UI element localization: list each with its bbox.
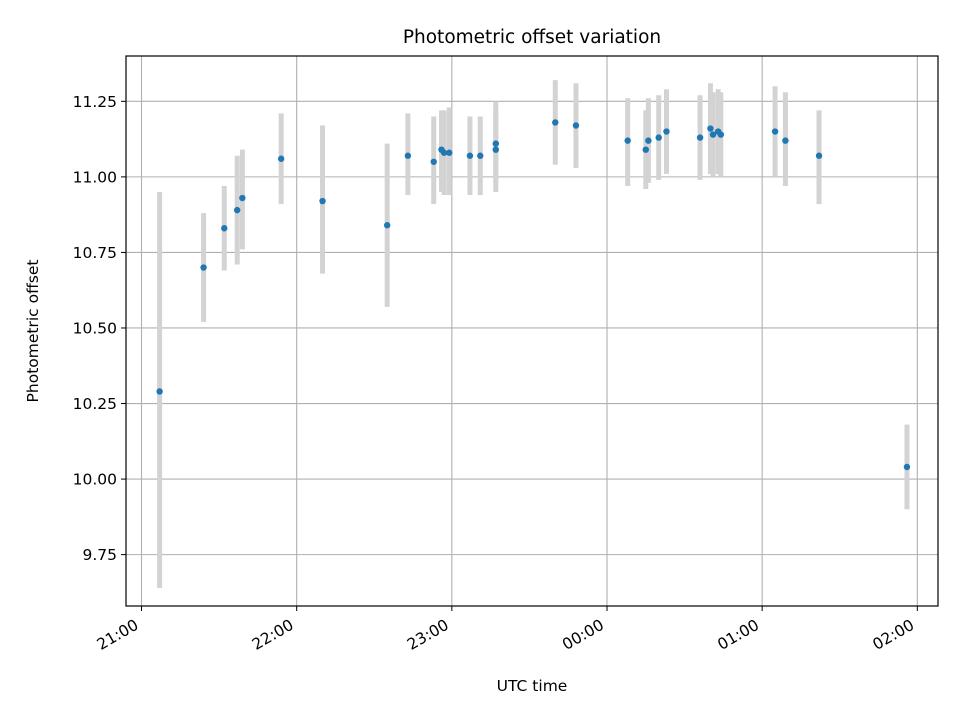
data-point	[156, 388, 163, 395]
data-point	[319, 197, 326, 205]
data-point	[642, 146, 649, 153]
y-axis-label: Photometric offset	[24, 260, 42, 403]
data-point	[430, 158, 437, 165]
data-point	[277, 155, 285, 162]
data-point	[492, 146, 499, 153]
data-point	[477, 152, 484, 159]
y-tick-label: 10.00	[73, 471, 117, 489]
data-point	[707, 125, 714, 132]
data-point	[771, 128, 779, 135]
data-point	[815, 152, 823, 159]
data-point	[466, 152, 474, 159]
data-point	[552, 119, 559, 126]
data-point	[624, 137, 631, 144]
data-point	[440, 149, 448, 156]
data-point	[572, 122, 580, 129]
x-axis-label: UTC time	[497, 677, 568, 695]
y-tick-layer: 9.75 10.00 10.25 10.50 10.75 11.00 11.25	[73, 93, 126, 564]
data-point	[655, 134, 662, 141]
y-tick-label: 10.25	[73, 395, 117, 413]
data-point	[200, 264, 207, 271]
y-tick-label: 11.25	[73, 93, 117, 111]
data-point	[446, 149, 453, 156]
data-point	[233, 206, 241, 214]
plot-frame	[125, 55, 939, 607]
data-point	[383, 222, 391, 229]
grid-layer	[126, 56, 938, 606]
data-point	[492, 140, 499, 147]
y-tick-label: 9.75	[82, 546, 117, 564]
data-point	[782, 137, 789, 144]
data-point	[404, 152, 412, 159]
data-point	[696, 134, 704, 141]
chart-title: Photometric offset variation	[403, 27, 661, 48]
data-point	[645, 137, 652, 144]
data-point	[717, 131, 724, 138]
y-tick-label: 10.75	[73, 244, 117, 262]
data-point	[903, 463, 911, 471]
data-point	[239, 194, 246, 202]
y-tick-label: 10.50	[73, 319, 117, 337]
y-tick-label: 11.00	[73, 168, 117, 186]
data-point	[709, 131, 717, 138]
data-point	[663, 128, 670, 135]
data-point	[221, 225, 228, 232]
point-layer	[156, 119, 911, 471]
